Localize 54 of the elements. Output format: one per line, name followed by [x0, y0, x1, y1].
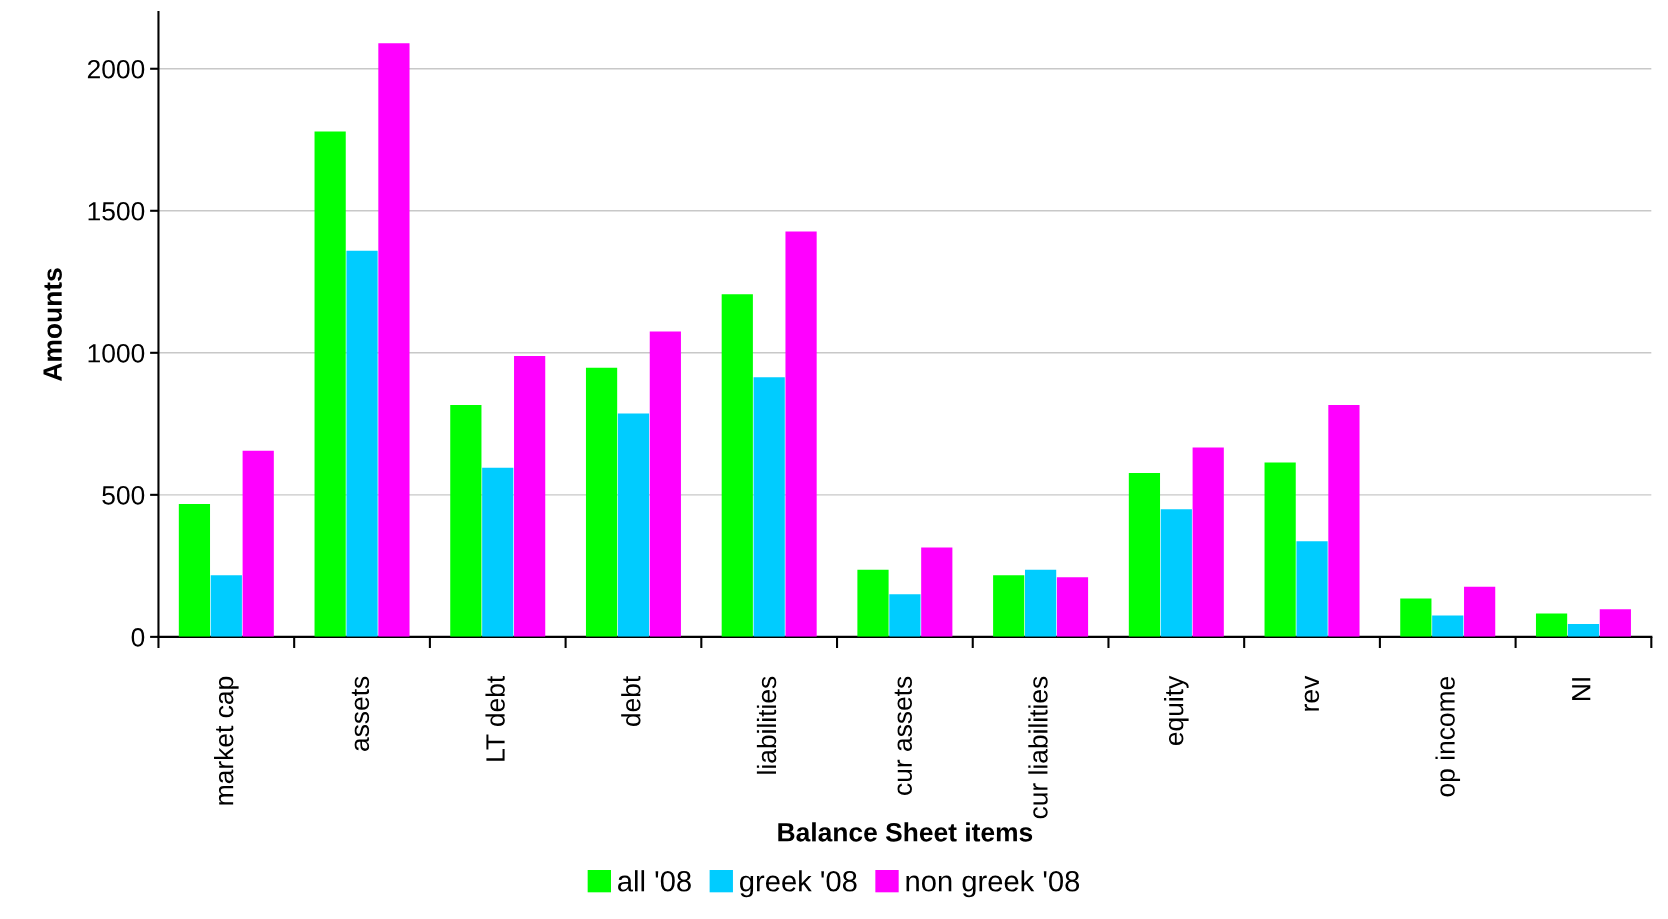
x-tick-label: rev: [1304, 675, 1320, 711]
bar: [1328, 405, 1360, 637]
bar: [1535, 613, 1568, 637]
bar: [1296, 541, 1328, 637]
bar: [1160, 509, 1192, 637]
x-axis-title: Balance Sheet items: [778, 822, 1033, 842]
bar: [1264, 462, 1296, 637]
x-tick-label: op income: [1435, 676, 1461, 797]
legend-label: all '08: [618, 870, 691, 892]
bar: [1056, 577, 1089, 637]
bar: [785, 231, 817, 637]
bar: [921, 547, 953, 637]
x-tick-label: assets: [351, 676, 370, 751]
x-tick-label: market cap: [214, 676, 239, 805]
y-axis-title: Amounts: [43, 268, 62, 381]
bar: [585, 367, 618, 637]
bar: [482, 467, 514, 637]
bar: [993, 575, 1025, 637]
bar: [178, 503, 211, 637]
legend-label: non greek '08: [906, 870, 1080, 898]
bar: [617, 413, 650, 637]
x-tick-label: equity: [1164, 675, 1189, 746]
bar: [1599, 609, 1631, 637]
x-tick-label: debt: [621, 675, 641, 726]
bar: [1567, 624, 1600, 637]
bar: [649, 331, 681, 637]
y-tick-label: 500: [102, 485, 145, 505]
x-tick-label: NI: [1572, 678, 1591, 700]
legend-label: greek '08: [740, 870, 857, 898]
bar: [210, 575, 242, 637]
y-tick-label: 2000: [87, 59, 145, 79]
bar: [346, 250, 378, 637]
x-tick-label: cur assets: [894, 676, 912, 795]
bar: [857, 569, 889, 637]
y-tick-label: 1500: [88, 201, 145, 221]
bar: [242, 450, 274, 637]
bar: [1025, 569, 1057, 637]
bar: [314, 131, 346, 637]
bar: [889, 594, 921, 637]
bar: [378, 43, 410, 637]
y-tick-label: 1000: [88, 343, 145, 363]
x-tick-label: liabilities: [756, 676, 777, 774]
bar: [1464, 586, 1496, 637]
bar: [450, 405, 482, 637]
x-tick-label: cur liabilities: [1028, 676, 1048, 819]
x-tick-label: LT debt: [485, 675, 505, 761]
bar: [1432, 615, 1464, 637]
bar: [1192, 447, 1224, 637]
bar: [1128, 472, 1161, 637]
bar: [753, 377, 785, 637]
bar: [721, 294, 753, 637]
y-tick-label: 0: [131, 628, 145, 647]
bar: [1400, 598, 1432, 637]
bar: [514, 355, 546, 637]
